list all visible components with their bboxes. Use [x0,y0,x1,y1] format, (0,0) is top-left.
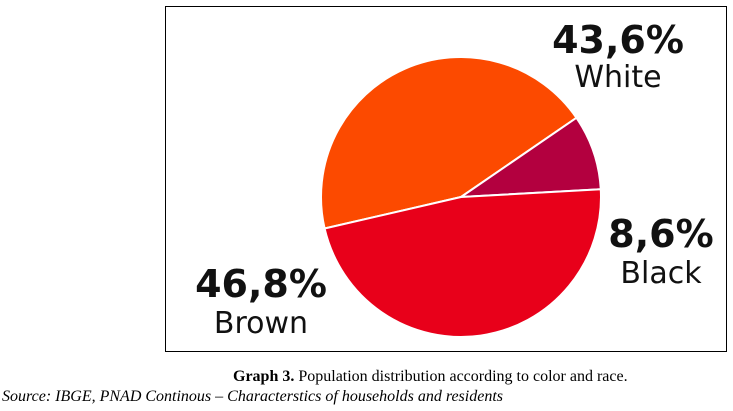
slice-label-black: Black [620,256,702,291]
slice-value-brown: 46,8% [195,262,327,306]
pie-slices [320,56,602,338]
slice-value-white: 43,6% [552,18,684,62]
pie-chart: 43,6% White 8,6% Black 46,8% Brown [195,18,714,341]
slice-label-white: White [574,60,661,95]
slice-value-black: 8,6% [608,212,713,256]
pie-slice-brown [323,188,602,338]
caption-text: Population distribution according to col… [298,368,628,385]
figure-caption: Graph 3. Population distribution accordi… [0,368,733,386]
chart-frame: 43,6% White 8,6% Black 46,8% Brown [165,6,727,352]
pie-slice-white [320,56,578,230]
figure-source: Source: IBGE, PNAD Continous – Character… [2,388,503,405]
caption-label: Graph 3. [233,368,295,385]
slice-label-brown: Brown [214,306,308,341]
